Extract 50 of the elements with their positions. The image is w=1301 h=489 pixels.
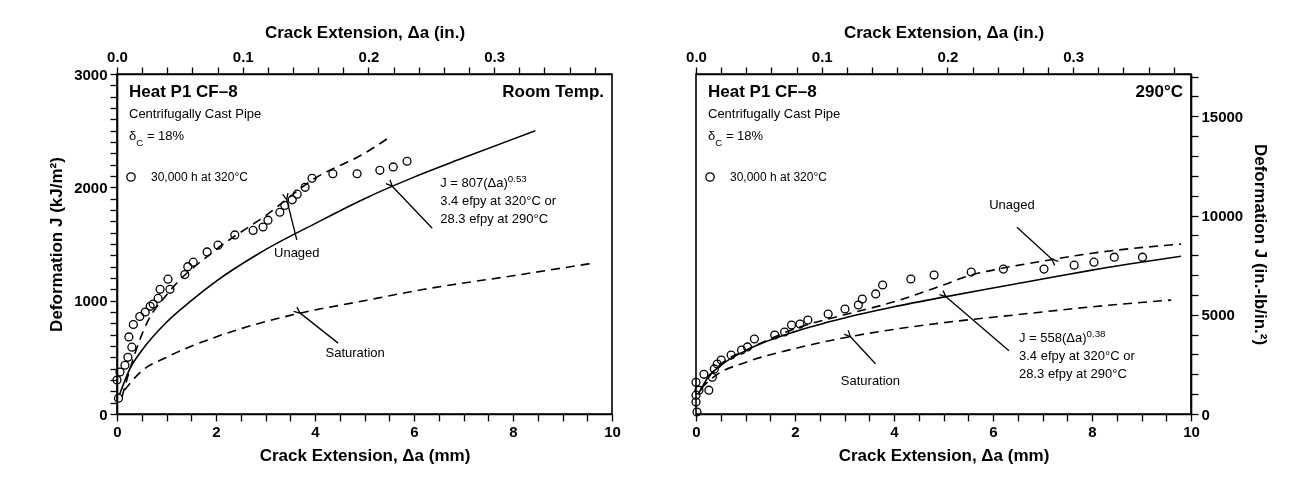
x2-tick-label: 0.0: [686, 47, 707, 65]
annotation: J = 807(Δa)$^{0.53}$ 3.4 efpy at 320°C or 28.3 efpy at 290°C: [440, 172, 557, 227]
y-tick-label: 0: [99, 405, 108, 423]
x-tick-label: 4: [890, 422, 900, 440]
annotation: Unaged: [274, 244, 320, 260]
x2-tick-label: 0.2: [358, 47, 380, 65]
x-tick-label: 2: [212, 422, 221, 440]
annotation: Heat P1 CF–8: [708, 82, 817, 101]
annotation: δ$_{C}$ = 18%: [708, 128, 764, 148]
x-axis-title: Crack Extension, Δa (mm): [259, 445, 471, 465]
y-tick-label: 15000: [1201, 107, 1244, 125]
y-tick-label: 2000: [74, 178, 108, 196]
y-axis-title: Deformation J (kJ/m²): [47, 157, 67, 332]
legend-label: 30,000 h at 320°C: [730, 170, 828, 184]
x-tick-label: 8: [509, 422, 518, 440]
y-tick-label: 1000: [74, 292, 108, 310]
x-tick-label: 6: [410, 422, 419, 440]
y-axis-title: Deformation J (in.-lb/in.²): [1251, 143, 1271, 346]
annotation: Saturation: [840, 372, 901, 388]
annotation: δ$_{C}$ = 18%: [129, 128, 185, 148]
x-tick-label: 8: [1088, 422, 1097, 440]
x2-tick-label: 0.3: [1063, 47, 1085, 65]
x-tick-label: 10: [604, 422, 621, 440]
annotation: Saturation: [325, 345, 385, 361]
x-tick-label: 6: [989, 422, 998, 440]
annotation: Heat P1 CF–8: [129, 82, 238, 101]
annotation: 290°C: [1135, 82, 1183, 101]
annotation: Centrifugally Cast Pipe: [129, 106, 262, 121]
x-axis-title: Crack Extension, Δa (mm): [838, 445, 1050, 465]
x2-tick-label: 0.2: [937, 47, 959, 65]
x2-tick-label: 0.0: [107, 47, 128, 65]
legend-label: 30,000 h at 320°C: [151, 170, 249, 184]
x2-axis-title: Crack Extension, Δa (in.): [264, 22, 466, 42]
annotation: Room Temp.: [502, 82, 604, 101]
annotation: Unaged: [989, 197, 1035, 213]
x-tick-label: 2: [791, 422, 800, 440]
x2-axis-title: Crack Extension, Δa (in.): [843, 22, 1045, 42]
x2-tick-label: 0.1: [232, 47, 254, 65]
annotation: J = 558(Δa)$^{0.38}$ 3.4 efpy at 320°C or 28.3 efpy at 290°C: [1018, 327, 1136, 381]
x2-tick-label: 0.3: [484, 47, 506, 65]
x-tick-label: 10: [1183, 422, 1200, 440]
y-tick-label: 3000: [74, 65, 108, 83]
x-tick-label: 0: [113, 422, 122, 440]
annotation: Centrifugally Cast Pipe: [708, 106, 841, 121]
y-tick-label: 5000: [1201, 306, 1235, 324]
x2-tick-label: 0.1: [811, 47, 833, 65]
x-tick-label: 0: [692, 422, 701, 440]
y-tick-label: 0: [1201, 405, 1210, 423]
x-tick-label: 4: [311, 422, 321, 440]
y-tick-label: 10000: [1201, 207, 1244, 225]
